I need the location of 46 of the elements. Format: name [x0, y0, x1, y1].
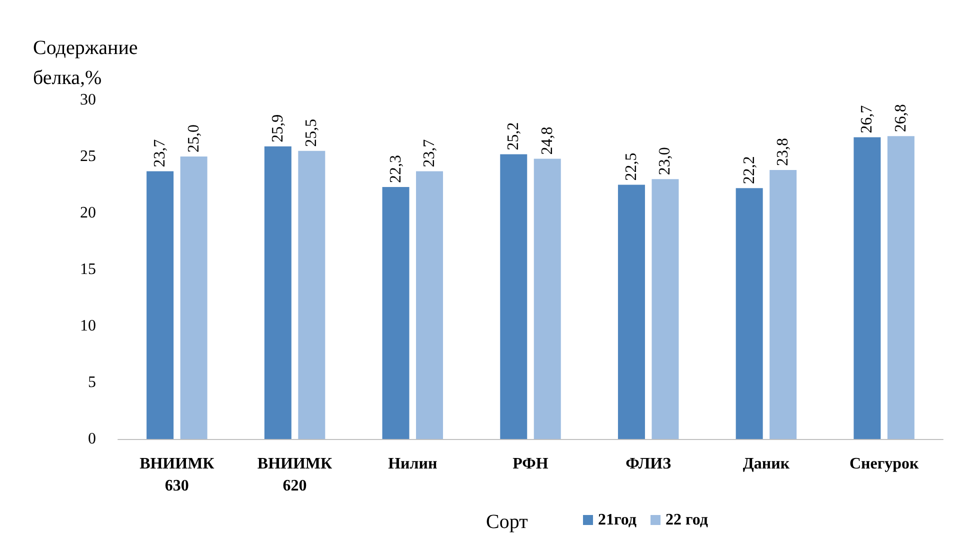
data-label: 23,7	[152, 139, 169, 168]
bar	[180, 156, 208, 439]
bar	[382, 187, 410, 439]
legend-label: 21год	[598, 512, 636, 528]
y-tick-label: 15	[80, 261, 96, 278]
bar	[416, 171, 444, 439]
data-label: 25,0	[185, 124, 202, 152]
bar	[854, 137, 881, 439]
y-axis-title: Содержание белка,%	[33, 37, 138, 89]
data-label: 23,8	[774, 138, 792, 166]
data-label: 24,8	[538, 126, 556, 155]
x-tick-label: ВНИИМК 620	[257, 456, 333, 494]
bar	[146, 171, 174, 439]
x-tick-label: РФН	[512, 456, 549, 472]
bar	[736, 188, 763, 439]
bar	[618, 184, 645, 439]
bar	[770, 170, 797, 439]
x-tick-label: ФЛИЗ	[626, 456, 672, 472]
data-label: 22,3	[387, 155, 404, 184]
y-tick-label: 5	[88, 374, 96, 391]
bar	[264, 146, 292, 439]
bar	[534, 158, 561, 439]
bar	[500, 154, 528, 439]
bar	[652, 179, 679, 439]
data-label: 23,0	[656, 147, 674, 176]
x-tick-label: ВНИИМК 630	[140, 456, 215, 494]
bar	[298, 150, 326, 439]
data-label: 26,8	[892, 104, 910, 132]
y-tick-label: 10	[80, 318, 96, 334]
legend-label: 22 год	[666, 512, 708, 528]
data-label: 23,7	[421, 139, 438, 168]
x-tick-label: Нилин	[388, 456, 438, 472]
y-tick-label: 30	[80, 92, 96, 108]
data-label: 25,2	[505, 122, 522, 150]
x-tick-label: Даник	[742, 456, 790, 472]
y-tick-label: 0	[88, 430, 96, 448]
legend-title: Сорт	[486, 511, 528, 533]
data-label: 22,5	[622, 152, 640, 181]
y-tick-label: 20	[80, 204, 96, 222]
data-label: 25,9	[269, 114, 286, 142]
data-label: 26,7	[858, 105, 876, 134]
data-label: 25,5	[303, 118, 320, 147]
data-label: 22,2	[740, 156, 758, 184]
x-tick-label: Снегурок	[849, 456, 920, 472]
bar	[887, 136, 914, 439]
y-tick-label: 25	[80, 148, 96, 165]
